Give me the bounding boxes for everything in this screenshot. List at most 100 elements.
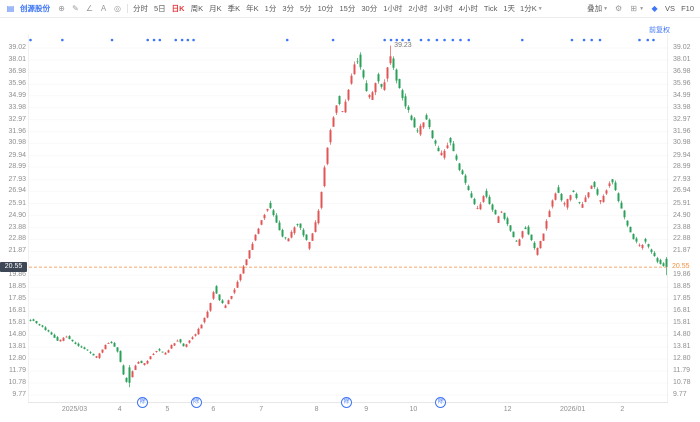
ex-dividend-marker[interactable]: 除 [137, 397, 149, 408]
news-dot-marker[interactable] [443, 38, 446, 42]
y-axis-label: 31.96 [8, 127, 26, 135]
news-dot-marker[interactable] [407, 38, 411, 42]
news-dot-marker[interactable] [61, 38, 64, 42]
news-dot-marker[interactable] [435, 38, 439, 42]
y-axis-label: 36.98 [673, 68, 691, 76]
period-5日[interactable]: 5日 [154, 4, 166, 13]
x-axis-label: 5 [165, 406, 170, 413]
ex-dividend-marker[interactable]: 除 [341, 397, 352, 408]
news-dot-marker[interactable] [180, 38, 184, 42]
news-dot-marker[interactable] [158, 38, 162, 42]
price-adjust-mode[interactable]: 前复权 [649, 27, 670, 34]
toolbar-right-group: 叠加 ▼ ⚙ ⊞ ▼ ◆ VS F10 [587, 3, 694, 14]
toolbar-divider [127, 4, 128, 13]
period-Tick[interactable]: Tick [483, 4, 498, 13]
chevron-down-icon: ▼ [639, 5, 645, 12]
y-axis-label: 12.80 [8, 355, 26, 363]
period-2小时[interactable]: 2小时 [408, 4, 428, 13]
trend-line-tool-icon[interactable]: ∠ [85, 4, 94, 13]
custom-period-dropdown[interactable]: 1分K ▼ [520, 3, 543, 14]
news-dot-marker[interactable] [459, 38, 462, 42]
news-dot-marker[interactable] [29, 38, 32, 42]
magnet-tool-icon[interactable]: ◎ [114, 4, 121, 13]
period-1小时[interactable]: 1小时 [383, 4, 403, 13]
news-dot-marker[interactable] [520, 38, 524, 42]
y-axis-label: 19.86 [8, 271, 26, 279]
period-30分[interactable]: 30分 [361, 4, 378, 13]
ex-dividend-marker[interactable]: 除 [190, 397, 202, 408]
x-axis-label: 4 [117, 406, 122, 413]
y-axis-label: 22.88 [8, 235, 26, 243]
ex-dividend-marker[interactable]: 除 [435, 397, 447, 408]
crosshair-tool-icon[interactable]: ⊕ [58, 4, 65, 13]
candlestick-svg[interactable] [29, 34, 669, 402]
f10-button[interactable]: F10 [681, 4, 694, 13]
custom-period-label: 1分K [520, 4, 537, 13]
compare-button[interactable]: VS [665, 4, 676, 13]
news-dot-marker[interactable] [389, 38, 393, 42]
period-3分[interactable]: 3分 [282, 4, 294, 13]
news-dot-marker[interactable] [427, 38, 430, 42]
period-1天[interactable]: 1天 [503, 4, 516, 13]
news-dot-marker[interactable] [110, 38, 114, 42]
period-5分[interactable]: 5分 [300, 4, 312, 13]
news-dot-marker[interactable] [395, 38, 399, 42]
period-分时[interactable]: 分时 [133, 4, 148, 13]
news-dot-marker[interactable] [638, 38, 641, 42]
draw-line-tool-icon[interactable]: ✎ [72, 4, 79, 13]
y-axis-label: 12.80 [673, 355, 691, 363]
news-dot-marker[interactable] [419, 38, 423, 42]
y-axis-label: 24.90 [8, 211, 26, 219]
period-月K[interactable]: 月K [209, 4, 222, 13]
news-dot-marker[interactable] [570, 38, 574, 42]
stock-name[interactable]: 创源股份 [20, 4, 50, 13]
news-dot-marker[interactable] [192, 38, 195, 42]
news-dot-marker[interactable] [383, 38, 386, 42]
news-dot-marker[interactable] [186, 38, 190, 42]
y-axis-label: 35.96 [8, 80, 26, 88]
y-axis-label: 24.90 [673, 211, 691, 219]
text-tool-icon[interactable]: A [100, 4, 107, 13]
indicator-icon[interactable]: ◆ [651, 4, 658, 13]
period-15分[interactable]: 15分 [339, 4, 356, 13]
period-1分[interactable]: 1分 [264, 4, 277, 13]
news-dot-marker[interactable] [152, 38, 156, 42]
news-dot-marker[interactable] [646, 38, 650, 42]
news-dot-marker[interactable] [582, 38, 586, 42]
x-axis-label: 2026/01 [559, 406, 586, 413]
y-axis-label: 19.86 [673, 271, 691, 279]
settings-gear-icon[interactable]: ⚙ [615, 4, 623, 13]
period-10分[interactable]: 10分 [317, 4, 334, 13]
news-dot-marker[interactable] [174, 38, 178, 42]
y-axis-label: 16.81 [673, 307, 691, 315]
news-dot-marker[interactable] [467, 38, 471, 42]
chevron-down-icon: ▼ [537, 5, 543, 12]
news-dot-marker[interactable] [598, 38, 602, 42]
period-年K[interactable]: 年K [246, 4, 259, 13]
news-dot-marker[interactable] [652, 38, 655, 42]
news-dot-marker[interactable] [590, 38, 593, 42]
period-日K[interactable]: 日K [171, 4, 185, 13]
y-axis-label: 18.85 [8, 283, 26, 291]
y-axis-label: 11.79 [9, 367, 26, 375]
y-axis-label: 22.88 [673, 235, 691, 243]
news-dot-marker[interactable] [401, 38, 404, 42]
candlestick-chart[interactable] [28, 34, 669, 402]
layout-dropdown[interactable]: ⊞ ▼ [629, 4, 644, 13]
period-3小时[interactable]: 3小时 [433, 4, 453, 13]
period-周K[interactable]: 周K [190, 4, 204, 13]
news-dot-marker[interactable] [331, 38, 335, 42]
y-axis-label: 9.77 [12, 391, 26, 398]
y-axis-label: 30.98 [8, 139, 26, 147]
y-axis-label: 10.78 [673, 379, 691, 387]
y-axis-label: 15.81 [8, 319, 26, 327]
period-4小时[interactable]: 4小时 [458, 4, 478, 13]
x-axis-label: 12 [503, 406, 512, 413]
period-季K[interactable]: 季K [227, 4, 241, 13]
chevron-down-icon: ▼ [603, 5, 609, 12]
overlay-dropdown[interactable]: 叠加 ▼ [587, 3, 608, 14]
news-dot-marker[interactable] [285, 38, 289, 42]
news-dot-marker[interactable] [451, 38, 455, 42]
news-dot-marker[interactable] [146, 38, 150, 42]
stock-list-icon[interactable]: ▤ [6, 4, 15, 13]
